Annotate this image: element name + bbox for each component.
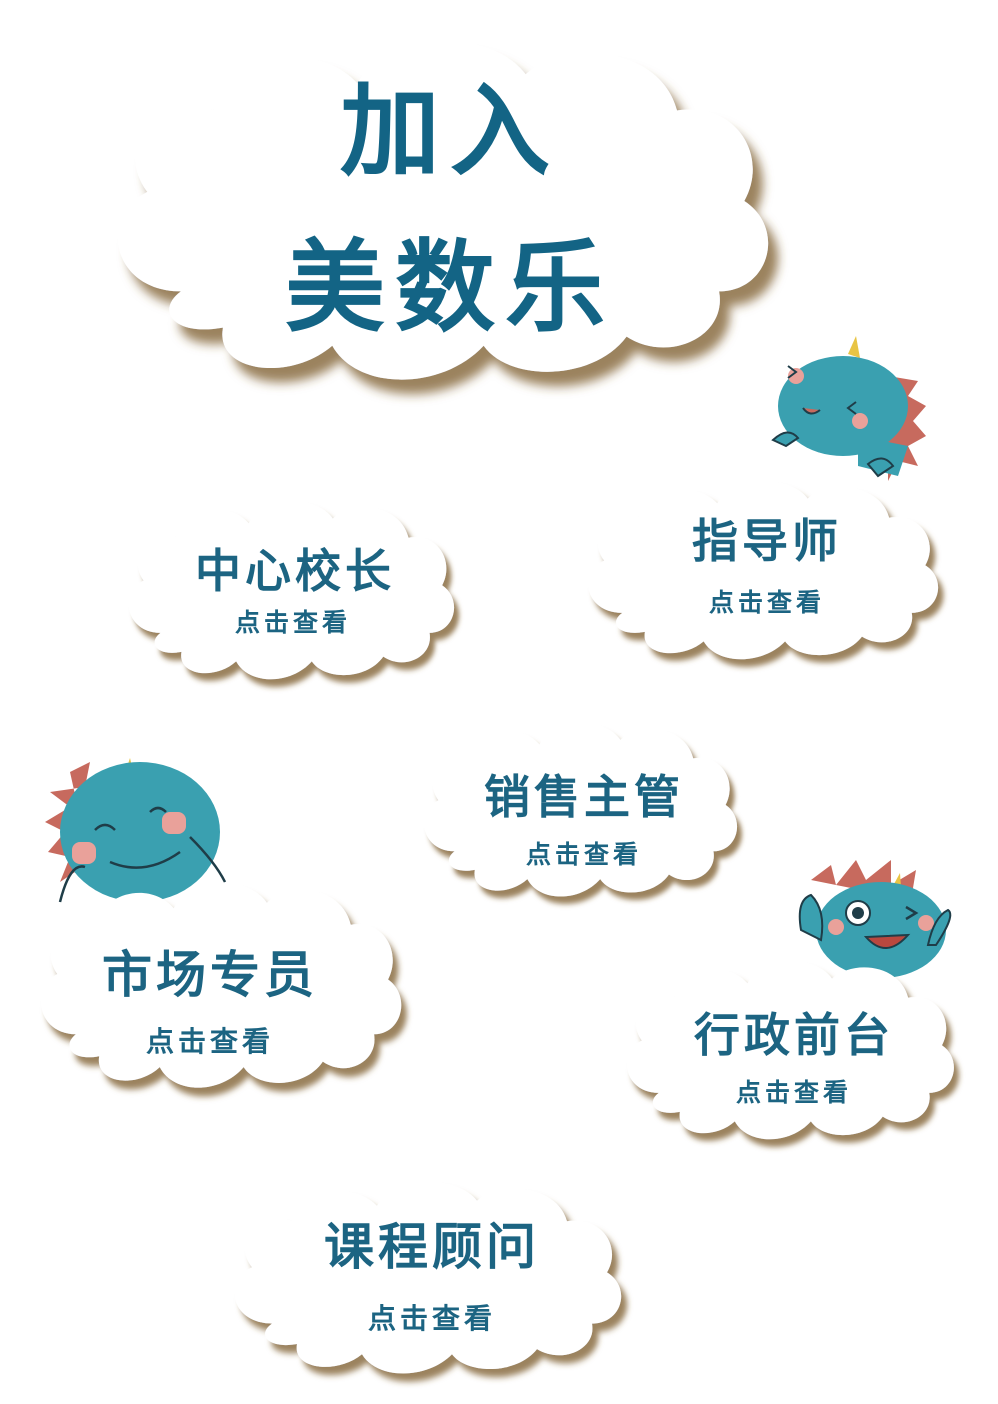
view-details-link[interactable]: 点击查看 bbox=[708, 588, 825, 617]
view-details-link[interactable]: 点击查看 bbox=[735, 1078, 852, 1107]
view-details-link[interactable]: 点击查看 bbox=[234, 608, 351, 637]
view-details-link[interactable]: 点击查看 bbox=[525, 840, 642, 869]
role-card-course-consultant[interactable]: 课程顾问 点击查看 bbox=[212, 1170, 652, 1385]
role-card-front-desk[interactable]: 行政前台 点击查看 bbox=[608, 950, 980, 1150]
role-title: 指导师 bbox=[692, 514, 842, 568]
role-title: 课程顾问 bbox=[324, 1218, 540, 1276]
dino-mascot-icon bbox=[771, 336, 926, 481]
role-title: 销售主管 bbox=[484, 770, 684, 824]
cloud-shape bbox=[588, 481, 939, 660]
dino-mascot-icon bbox=[798, 860, 952, 978]
role-card-marketing-specialist[interactable]: 市场专员 点击查看 bbox=[20, 870, 430, 1100]
hero-title-line1: 加入 bbox=[340, 73, 560, 190]
role-card-sales-manager[interactable]: 销售主管 点击查看 bbox=[406, 712, 762, 907]
view-details-link[interactable]: 点击查看 bbox=[145, 1025, 274, 1058]
role-title: 行政前台 bbox=[694, 1008, 894, 1062]
role-card-instructor[interactable]: 指导师 点击查看 bbox=[568, 470, 966, 670]
cloud-shape bbox=[234, 1182, 622, 1374]
role-card-principal[interactable]: 中心校长 点击查看 bbox=[110, 490, 480, 690]
role-title: 中心校长 bbox=[195, 544, 395, 598]
hero-title-line2: 美数乐 bbox=[285, 229, 615, 346]
dino-mascot-icon bbox=[45, 758, 227, 903]
view-details-link[interactable]: 点击查看 bbox=[367, 1302, 496, 1335]
role-title: 市场专员 bbox=[102, 946, 318, 1004]
hero-cloud: 加入 美数乐 bbox=[80, 20, 820, 400]
